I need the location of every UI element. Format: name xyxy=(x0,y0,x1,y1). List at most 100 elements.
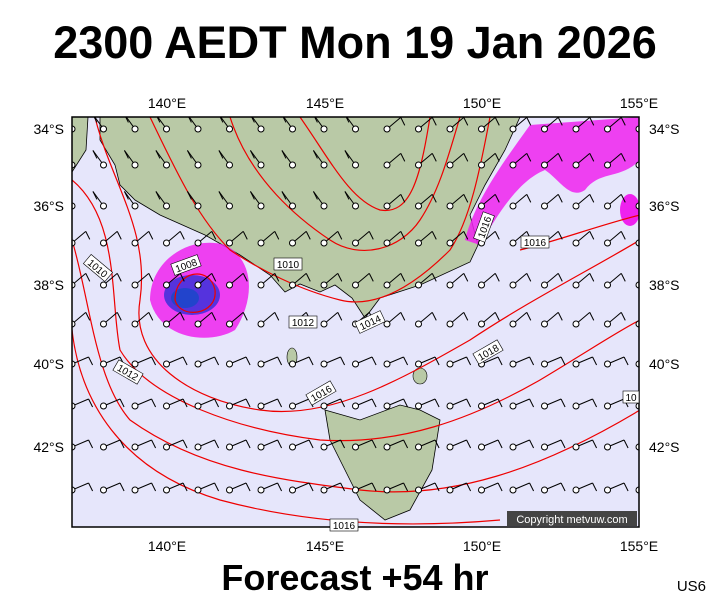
station xyxy=(509,281,517,289)
wind-barb xyxy=(638,242,639,243)
station xyxy=(509,320,517,328)
wind-barb xyxy=(186,191,192,200)
wind-barb xyxy=(592,398,598,408)
wind-barb xyxy=(400,273,406,282)
station xyxy=(478,443,485,451)
wind-barb xyxy=(214,439,220,449)
isobar-label: 10 xyxy=(625,393,637,404)
station xyxy=(289,202,296,210)
wind-barb xyxy=(434,398,440,408)
wind-barb xyxy=(155,191,161,200)
station xyxy=(257,320,265,328)
station xyxy=(289,360,296,368)
station xyxy=(352,161,359,169)
wind-barb xyxy=(371,398,377,408)
station xyxy=(509,161,517,169)
copyright-box xyxy=(507,511,637,526)
wind-barb xyxy=(463,231,469,240)
station xyxy=(415,402,422,410)
wind-barb xyxy=(620,194,626,203)
station xyxy=(131,360,139,368)
station xyxy=(131,443,139,451)
station xyxy=(320,486,328,494)
station xyxy=(163,202,170,210)
wind-barb xyxy=(620,117,626,126)
wind-barb xyxy=(463,273,469,282)
lon-label: 140°E xyxy=(148,538,186,554)
wind-barb xyxy=(340,398,346,408)
lat-labels-right: 34°S 36°S 38°S 40°S 42°S xyxy=(649,121,680,455)
wind-barb xyxy=(308,356,314,366)
isobar-label: 1010 xyxy=(277,260,300,271)
station xyxy=(257,360,265,368)
station xyxy=(446,320,454,328)
station xyxy=(509,202,517,210)
wind-barb xyxy=(403,482,409,492)
wind-barb xyxy=(281,191,287,200)
wind-barb xyxy=(403,356,409,366)
wind-barb xyxy=(623,356,629,366)
station xyxy=(509,360,517,368)
wind-barb xyxy=(463,194,469,203)
wind-barb xyxy=(151,398,157,408)
station xyxy=(163,443,170,451)
station xyxy=(131,202,139,210)
station xyxy=(257,281,265,289)
station xyxy=(163,125,170,133)
wind-barb xyxy=(431,231,437,240)
isobar-label: 1016 xyxy=(333,521,356,532)
station xyxy=(446,443,454,451)
wind-barb xyxy=(211,231,217,240)
wind-barb xyxy=(463,117,469,126)
wind-barb xyxy=(274,312,280,321)
station xyxy=(163,486,170,494)
station xyxy=(604,486,611,494)
station xyxy=(383,125,391,133)
station xyxy=(257,202,265,210)
wind-barb xyxy=(125,117,129,123)
wind-barb xyxy=(431,312,437,321)
lat-label: 40°S xyxy=(33,356,64,372)
wind-barb xyxy=(526,273,532,282)
wind-barb xyxy=(337,273,343,282)
wind-barb xyxy=(340,482,346,492)
station xyxy=(257,239,265,247)
wind-barb xyxy=(463,153,469,162)
wind-barb xyxy=(93,117,98,123)
station xyxy=(320,239,328,247)
wind-barb xyxy=(92,150,98,159)
wind-barb xyxy=(434,356,440,366)
wind-barb xyxy=(88,398,94,408)
wind-barb xyxy=(179,231,185,240)
wind-barb xyxy=(494,312,500,321)
station xyxy=(572,360,580,368)
wind-barb xyxy=(211,312,217,321)
lon-label: 140°E xyxy=(148,95,186,111)
station xyxy=(352,239,359,247)
station xyxy=(100,281,107,289)
station xyxy=(604,443,611,451)
station xyxy=(383,443,391,451)
station xyxy=(383,360,391,368)
lat-label: 36°S xyxy=(649,198,680,214)
station xyxy=(509,402,517,410)
wind-barb xyxy=(592,482,598,492)
wind-barb xyxy=(119,439,125,449)
wind-barb xyxy=(182,439,188,449)
station xyxy=(131,239,139,247)
wind-barb xyxy=(526,117,532,126)
wind-barb xyxy=(92,191,98,200)
station xyxy=(320,402,328,410)
wind-barb xyxy=(155,150,161,159)
wind-barb xyxy=(88,482,94,492)
wind-barb xyxy=(560,439,566,449)
station xyxy=(415,125,422,133)
station xyxy=(446,486,454,494)
wind-barb xyxy=(400,312,406,321)
wind-barb xyxy=(529,398,535,408)
wind-barb xyxy=(277,482,283,492)
station xyxy=(289,239,296,247)
station xyxy=(383,202,391,210)
wind-barb xyxy=(620,231,626,240)
station xyxy=(572,281,580,289)
